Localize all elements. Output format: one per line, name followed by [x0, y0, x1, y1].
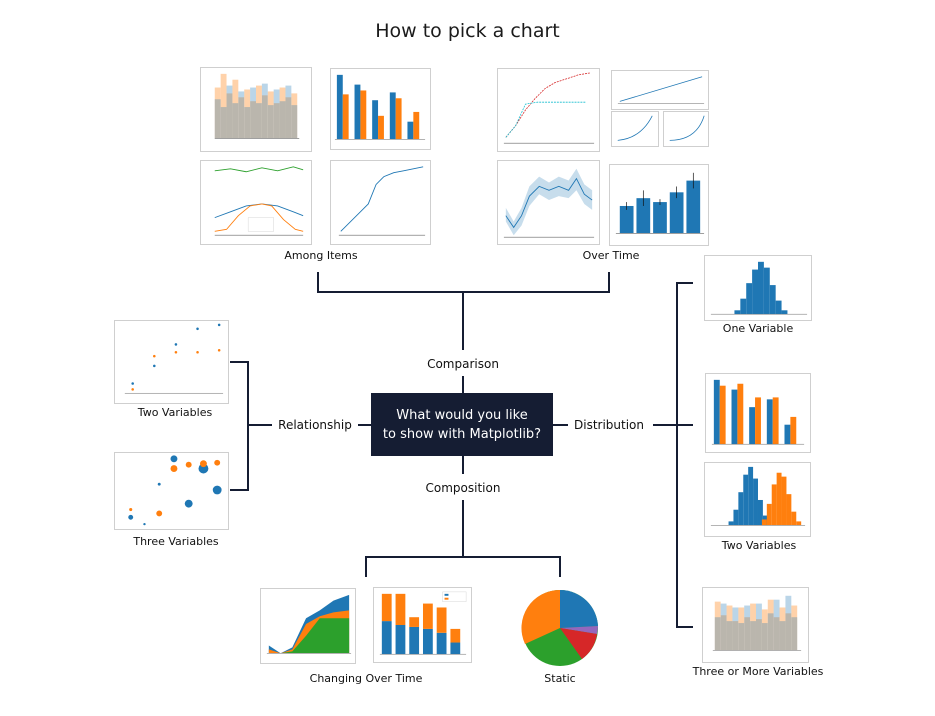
thumb-bar-error-chart	[609, 164, 709, 246]
thumb-histogram-one-variable	[704, 255, 812, 321]
thumb-linear-line	[611, 70, 709, 110]
thumb-cumulative-line-chart	[330, 160, 431, 245]
branch-relationship: Relationship	[278, 418, 352, 432]
leaf-three-variables: Three Variables	[133, 535, 219, 548]
center-question-line1: What would you like	[396, 407, 528, 423]
thumb-curve-line-b	[663, 111, 709, 147]
branch-distribution: Distribution	[573, 418, 645, 432]
page-title: How to pick a chart	[375, 20, 560, 42]
thumb-grouped-bar-chart	[330, 68, 431, 150]
leaf-changing-over-time: Changing Over Time	[309, 672, 423, 685]
thumb-curve-line-a	[611, 111, 659, 147]
leaf-among-items: Among Items	[284, 249, 358, 262]
thumb-scatter-two-variables	[114, 320, 229, 404]
thumb-overlapping-histogram-multi	[702, 587, 809, 663]
thumb-bubble-three-variables	[114, 452, 229, 530]
center-question-box: What would you like to show with Matplot…	[371, 393, 553, 456]
thumb-multi-line-chart	[200, 160, 312, 245]
thumb-confidence-band-line	[497, 160, 600, 245]
leaf-static: Static	[544, 672, 576, 685]
center-question-line2: to show with Matplotlib?	[382, 426, 542, 442]
thumb-time-line-chart	[497, 68, 600, 152]
thumb-overlapping-histogram	[200, 67, 312, 152]
thumb-stacked-bar-chart	[373, 587, 472, 663]
branch-composition: Composition	[425, 481, 501, 495]
thumb-pie-chart	[520, 588, 600, 668]
leaf-two-variables-relationship: Two Variables	[137, 406, 213, 419]
leaf-over-time: Over Time	[582, 249, 640, 262]
branch-comparison: Comparison	[427, 357, 499, 371]
leaf-three-or-more-variables: Three or More Variables	[692, 665, 824, 678]
leaf-one-variable: One Variable	[722, 322, 794, 335]
thumb-grouped-bar-distribution	[705, 373, 811, 453]
thumb-two-histograms	[704, 462, 811, 537]
leaf-two-variables-distribution: Two Variables	[721, 539, 797, 552]
thumb-stacked-area-chart	[260, 588, 356, 664]
